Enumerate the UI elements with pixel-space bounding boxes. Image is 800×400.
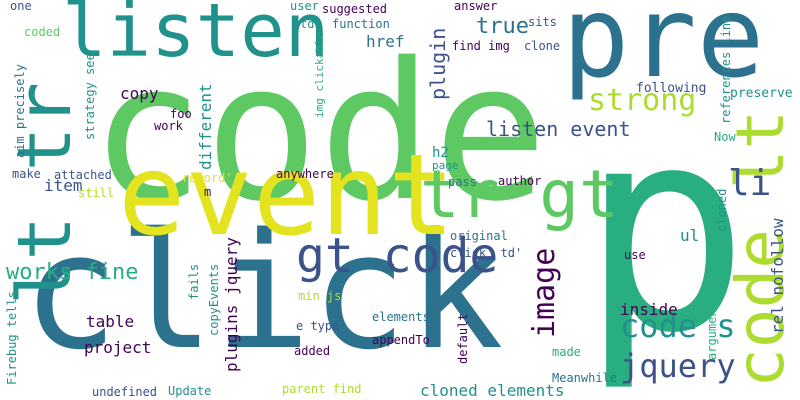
cloud-word: different xyxy=(196,83,215,170)
cloud-word: make xyxy=(12,167,41,181)
cloud-word: table xyxy=(86,312,135,331)
cloud-word: original xyxy=(450,229,508,243)
cloud-word: page xyxy=(432,159,459,172)
cloud-word: appendTo xyxy=(372,333,430,347)
cloud-word: Meanwhile xyxy=(552,371,618,385)
cloud-word: plugin xyxy=(426,27,450,100)
cloud-word: answer xyxy=(454,0,498,13)
cloud-word: record' xyxy=(182,171,233,185)
cloud-word: references line xyxy=(719,15,733,124)
cloud-word: Update xyxy=(168,384,212,398)
cloud-word: click' td' xyxy=(450,246,523,260)
cloud-word: listen xyxy=(62,0,330,74)
cloud-word: fails xyxy=(187,263,201,300)
cloud-word: anywhere xyxy=(276,167,334,181)
cloud-word: sits xyxy=(528,15,557,29)
cloud-word: tr gt xyxy=(420,156,619,233)
cloud-word: coded xyxy=(24,25,61,39)
cloud-word: foo xyxy=(170,107,192,121)
cloud-word: pass xyxy=(448,175,477,189)
cloud-word: argument xyxy=(705,302,719,360)
cloud-word: aim precisely xyxy=(13,64,27,158)
cloud-word: author xyxy=(498,174,542,188)
cloud-word: work xyxy=(154,119,183,133)
cloud-word: undefined xyxy=(92,385,158,399)
cloud-word: ul xyxy=(680,226,700,245)
cloud-word: href xyxy=(366,32,405,51)
cloud-word: click xyxy=(22,198,504,385)
cloud-word: item xyxy=(44,176,83,195)
cloud-word: parent find xyxy=(282,382,362,396)
cloud-word: event xyxy=(118,131,456,261)
cloud-word: listen event xyxy=(486,117,631,141)
cloud-word: project xyxy=(84,338,152,357)
cloud-word: h2 xyxy=(432,145,449,161)
cloud-word: p xyxy=(580,66,750,395)
cloud-word: image xyxy=(527,247,562,338)
cloud-word: suggested xyxy=(322,2,388,16)
cloud-word: cloned xyxy=(715,188,729,232)
cloud-word: cloned elements xyxy=(420,381,565,400)
cloud-word: use xyxy=(624,248,646,262)
cloud-word: copy xyxy=(120,84,159,103)
cloud-word: function xyxy=(332,17,390,31)
cloud-word: clone xyxy=(524,39,561,53)
cloud-word: still xyxy=(78,186,115,200)
cloud-word: preserve xyxy=(730,86,793,101)
cloud-word: pre xyxy=(562,0,765,103)
cloud-word: code s xyxy=(620,307,736,345)
cloud-word: added xyxy=(294,344,331,358)
cloud-word: plugins jquery xyxy=(222,237,241,372)
cloud-word: elements xyxy=(372,310,430,324)
cloud-word: rel nofollow xyxy=(768,218,787,334)
cloud-word: inside xyxy=(620,300,678,319)
cloud-word: e type xyxy=(296,319,340,333)
cloud-word: li xyxy=(728,163,772,204)
cloud-word: jquery xyxy=(620,347,736,385)
cloud-word: min js xyxy=(298,289,342,303)
cloud-word: copyEvents xyxy=(207,263,221,336)
cloud-word: following xyxy=(636,81,707,96)
cloud-word: m xyxy=(204,185,212,199)
cloud-word: Now xyxy=(714,130,736,144)
cloud-word: made xyxy=(552,345,581,359)
cloud-word: code xyxy=(90,22,548,243)
cloud-word: Firebug tells xyxy=(5,291,19,385)
cloud-word: strategy see xyxy=(83,53,97,140)
cloud-word: td' xyxy=(300,17,322,31)
cloud-word: works fine xyxy=(6,260,139,285)
cloud-word: attached xyxy=(54,168,112,182)
cloud-word: find img xyxy=(452,39,510,53)
cloud-word: img clickable xyxy=(313,31,326,118)
cloud-word: one xyxy=(10,0,32,13)
cloud-word: default xyxy=(456,313,470,364)
cloud-word: gt code xyxy=(296,228,499,284)
cloud-word: true xyxy=(476,14,529,39)
cloud-word: user xyxy=(290,0,319,13)
cloud-word: strong xyxy=(588,83,697,118)
